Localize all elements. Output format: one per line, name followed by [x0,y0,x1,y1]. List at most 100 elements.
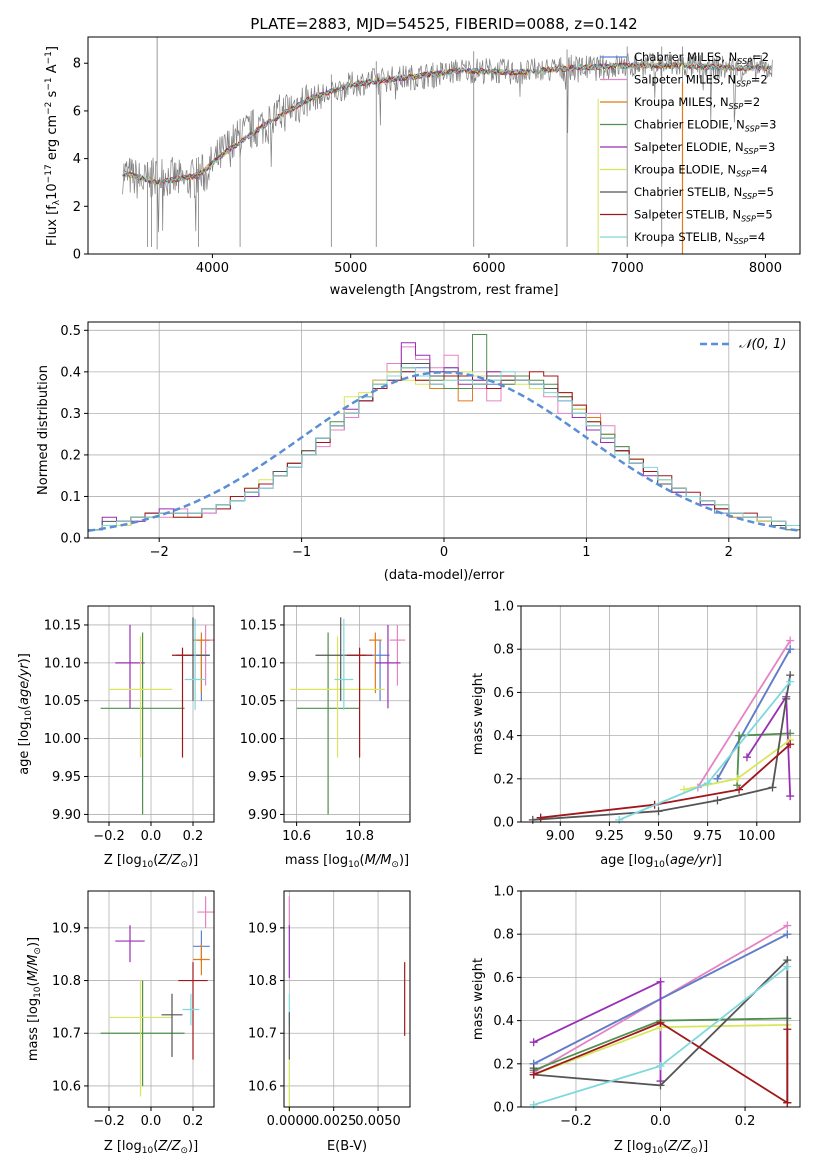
mass-vs-ebv-xlabel: E(B-V) [327,1139,367,1154]
weight-vs-age-xlabel: age [log10(age/yr)] [600,853,722,870]
age-vs-mass-x-ticks: 10.6 10.8 [282,822,374,844]
y-tick-label: 10.00 [240,732,277,747]
spectrum-panel: PLATE=2883, MJD=54525, FIBERID=0088, z=0… [44,15,801,298]
age-vs-z-y-ticks: 9.90 9.95 10.00 10.05 10.10 10.15 [44,618,88,823]
x-tick-label: 6000 [472,261,505,276]
y-tick-label: 0.4 [493,1014,514,1029]
weight-line [618,681,791,821]
x-tick-label: 0.0 [141,1114,162,1129]
weight-line [540,743,791,819]
age-vs-z-panel: −0.2 0.0 0.2 9.909.9510.0010.0510.1010.15 … [17,605,215,870]
mass-vs-z-y-ticks: 10.6 10.7 10.8 10.9 [52,921,88,1094]
model-spectrum-line [122,61,772,186]
age-vs-z-xlabel: Z [log10(Z/Z⊙)] [104,853,198,870]
age-vs-mass-panel: 10.6 10.8 9.90 9.95 10.00 10.05 10.10 10.15 ma… [240,605,411,870]
weight-vs-z-panel: −0.2 0.0 0.2 0.0 0.2 0.4 0.6 0.8 1.0 Z [log10(Z… [471,885,801,1156]
x-tick-label: 0.0 [650,1114,671,1129]
residual-grid [88,322,800,539]
y-tick-label: 0.6 [493,971,514,986]
y-tick-label: 0.2 [493,1057,514,1072]
mass-vs-z-grid [88,891,214,1107]
weight-marker [528,815,537,824]
weight-marker [783,962,792,971]
residual-legend: 𝒩(0, 1) [700,337,786,352]
spectrum-plot-area [122,37,773,254]
y-tick-label: 10.8 [52,974,81,989]
x-tick-label: 0.2 [183,829,204,844]
x-tick-label: 0.0000 [267,1114,313,1129]
age-vs-mass-plot-area [290,617,406,815]
y-tick-label: 0 [73,248,81,263]
weight-marker [786,792,795,801]
legend-label: Kroupa MILES, NSSP=2 [634,95,760,111]
normal-legend-label: 𝒩(0, 1) [739,337,786,352]
x-tick-label: 1 [582,545,590,560]
y-tick-label: 0.4 [493,729,514,744]
age-vs-z-ylabel: age [log10(age/yr)] [17,653,34,775]
weight-marker [733,774,742,783]
weight-marker [713,774,722,783]
weight-line [697,640,791,788]
y-tick-label: 10.15 [240,618,277,633]
weight-line [716,648,791,780]
weight-vs-age-frame [520,605,801,823]
legend-label: Kroupa STELIB, NSSP=4 [634,230,765,246]
y-tick-label: 10.9 [248,921,277,936]
x-tick-label: 9.00 [546,829,575,844]
y-tick-label: 0.3 [60,407,81,422]
weight-marker [713,796,722,805]
weight-marker [783,921,792,930]
residual-panel: −2 −1 0 1 2 0.0 0.1 0.2 0.3 0.4 0.5 (data-model)/… [36,321,801,583]
age-vs-mass-grid [284,606,410,822]
age-vs-mass-frame [283,605,411,823]
y-tick-label: 9.90 [52,808,81,823]
mass-vs-ebv-y-ticks: 10.6 10.7 10.8 10.9 [248,921,284,1094]
y-tick-label: 0.0 [60,532,81,547]
x-tick-label: 5000 [334,261,367,276]
y-tick-label: 10.00 [44,732,81,747]
mass-vs-ebv-grid [284,891,410,1107]
x-tick-label: 2 [725,545,733,560]
x-tick-label: 9.25 [595,829,624,844]
age-vs-z-x-ticks: −0.2 0.0 0.2 [93,822,203,844]
mass-vs-z-panel: −0.2 0.0 0.2 10.6 10.7 10.8 10.9 Z [log10(Z/Z… [26,890,215,1156]
x-tick-label: 9.75 [693,829,722,844]
spectrum-frame [87,36,801,255]
age-vs-mass-xlabel: mass [log10(M/M⊙)] [285,853,409,870]
y-tick-label: 10.05 [44,694,81,709]
y-tick-label: 9.90 [248,808,277,823]
x-tick-label: 0.0050 [355,1114,401,1129]
y-tick-label: 0.2 [60,448,81,463]
spectrum-x-ticks: 4000 5000 6000 7000 8000 [196,254,782,276]
legend-label: Salpeter STELIB, NSSP=5 [634,208,773,224]
y-tick-label: 10.10 [240,656,277,671]
weight-vs-z-xlabel: Z [log10(Z/Z⊙)] [614,1139,708,1156]
y-tick-label: 0.8 [493,643,514,658]
residual-xlabel: (data-model)/error [384,568,505,583]
weight-vs-z-ylabel: mass weight [471,958,486,1040]
weight-marker [735,785,744,794]
y-tick-label: 0.4 [60,365,81,380]
spectrum-legend: Chabrier MILES, NSSP=2 Salpeter MILES, NS… [600,50,776,246]
residual-histogram [88,367,800,531]
x-tick-label: −1 [292,545,311,560]
y-tick-label: 10.15 [44,618,81,633]
weight-marker [656,1061,665,1070]
mass-vs-z-ylabel: mass [log10(M/M⊙)] [26,937,43,1061]
spectrum-ylabel: Flux [fλ10−17 erg cm−2 s−1 A−1] [44,46,62,246]
weight-vs-age-plot-area [528,636,795,824]
y-tick-label: 0.1 [60,490,81,505]
weight-marker [783,930,792,939]
y-tick-label: 10.7 [248,1027,277,1042]
x-tick-label: −2 [150,545,169,560]
y-tick-label: 0.0 [493,1101,514,1116]
y-tick-label: 10.7 [52,1027,81,1042]
x-tick-label: 10.8 [345,829,374,844]
weight-marker [786,740,795,749]
spectrum-lines [122,37,773,254]
legend-label: Salpeter MILES, NSSP=2 [634,73,768,89]
weight-line [533,1021,789,1105]
